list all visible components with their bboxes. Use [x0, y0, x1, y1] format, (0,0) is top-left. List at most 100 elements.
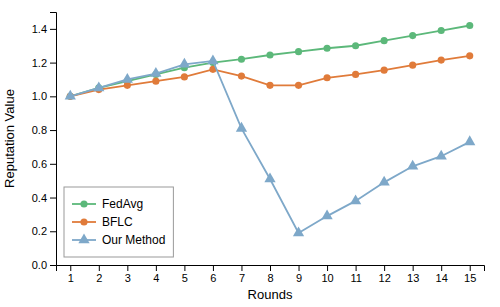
x-axis-tick-label: 10: [321, 272, 333, 284]
y-axis-tick-label: 1.2: [32, 57, 47, 69]
y-axis-tick-mark: [50, 198, 56, 199]
x-axis-tick-label: 9: [296, 272, 302, 284]
x-axis-tick-label: 4: [153, 272, 159, 284]
x-axis-tick-label: 14: [436, 272, 448, 284]
series: [65, 54, 476, 236]
x-axis-tick-mark: [241, 265, 242, 271]
x-axis-tick: 6: [210, 265, 216, 284]
y-axis-tick-mark: [50, 130, 56, 131]
y-axis-tick: 1.0: [32, 90, 56, 102]
y-axis-tick-label: 0.4: [32, 192, 47, 204]
x-axis-tick-mark: [470, 265, 471, 271]
y-axis-tick-mark: [50, 29, 56, 30]
point: [152, 78, 159, 85]
legend: FedAvg BFLC Our Method: [64, 187, 173, 257]
point: [293, 226, 304, 236]
x-axis-tick: 1: [68, 265, 74, 284]
y-axis-tick-label: 0.2: [32, 225, 47, 237]
y-axis-tick-label: 1.4: [32, 23, 47, 35]
point: [150, 67, 161, 77]
x-axis-tick: 10: [321, 265, 333, 284]
x-axis-line: [57, 266, 485, 272]
point: [321, 210, 332, 220]
x-axis-tick-label: 6: [210, 272, 216, 284]
point: [352, 71, 359, 78]
series: [67, 22, 474, 100]
point: [378, 176, 389, 186]
x-axis-tick: 4: [153, 265, 159, 284]
x-axis-tick: 15: [464, 265, 476, 284]
point: [352, 42, 359, 49]
point: [295, 82, 302, 89]
x-axis-tick-mark: [70, 265, 71, 271]
x-axis: 123456789101112131415: [57, 265, 485, 284]
point: [407, 160, 418, 170]
point: [236, 122, 247, 132]
x-axis-tick: 5: [182, 265, 188, 284]
point: [464, 135, 475, 145]
point: [350, 194, 361, 204]
point: [266, 51, 273, 58]
y-axis-title: Reputation Value: [2, 89, 17, 188]
y-axis-tick-label: 0.6: [32, 158, 47, 170]
legend-marker: [80, 218, 87, 225]
y-axis-tick-mark: [50, 231, 56, 232]
x-axis-tick: 9: [296, 265, 302, 284]
series-line: [70, 25, 469, 96]
point: [409, 62, 416, 69]
legend-label: BFLC: [102, 215, 133, 229]
point: [266, 82, 273, 89]
x-axis-tick: 3: [125, 265, 131, 284]
y-axis-tick: 0.0: [32, 259, 56, 271]
y-axis-tick: 0.2: [32, 225, 56, 237]
x-axis-title: Rounds: [248, 287, 293, 302]
point: [295, 48, 302, 55]
point: [381, 37, 388, 44]
point: [323, 74, 330, 81]
x-axis-tick-label: 2: [96, 272, 102, 284]
x-axis-tick: 13: [407, 265, 419, 284]
point: [124, 82, 131, 89]
point: [409, 32, 416, 39]
chart: 1234567891011121314150.00.20.40.60.81.01…: [0, 0, 500, 307]
x-axis-tick-mark: [99, 265, 100, 271]
x-axis-tick-mark: [299, 265, 300, 271]
y-axis-tick: 0.6: [32, 158, 56, 170]
y-axis-tick-mark: [50, 63, 56, 64]
x-axis-tick-mark: [127, 265, 128, 271]
point: [179, 58, 190, 68]
point: [323, 45, 330, 52]
x-axis-tick-mark: [184, 265, 185, 271]
y-axis-tick-mark: [50, 96, 56, 97]
series: [67, 52, 474, 100]
legend-marker: [80, 200, 87, 207]
x-axis-tick: 11: [350, 265, 361, 284]
point: [466, 22, 473, 29]
point: [238, 56, 245, 63]
x-axis-tick-label: 7: [239, 272, 245, 284]
x-axis-tick: 8: [267, 265, 273, 284]
point: [93, 81, 104, 91]
point: [466, 52, 473, 59]
point: [181, 73, 188, 80]
x-axis-tick-label: 5: [182, 272, 188, 284]
y-axis-tick-mark: [50, 265, 56, 266]
x-axis-tick-mark: [270, 265, 271, 271]
point: [438, 27, 445, 34]
y-axis: 0.00.20.40.60.81.01.21.4: [32, 13, 57, 272]
point: [381, 67, 388, 74]
series-line: [70, 56, 469, 96]
y-axis-tick-label: 0.0: [32, 259, 47, 271]
legend-item: Our Method: [72, 233, 165, 247]
x-axis-tick-mark: [327, 265, 328, 271]
x-axis-tick-mark: [413, 265, 414, 271]
series-group: [65, 22, 476, 236]
x-axis-tick-mark: [356, 265, 357, 271]
x-axis-tick-label: 13: [407, 272, 419, 284]
point: [122, 73, 133, 83]
point: [438, 57, 445, 64]
legend-marker: [78, 233, 89, 243]
legend-item: FedAvg: [72, 197, 143, 211]
x-axis-tick-mark: [384, 265, 385, 271]
series-line: [70, 61, 469, 233]
